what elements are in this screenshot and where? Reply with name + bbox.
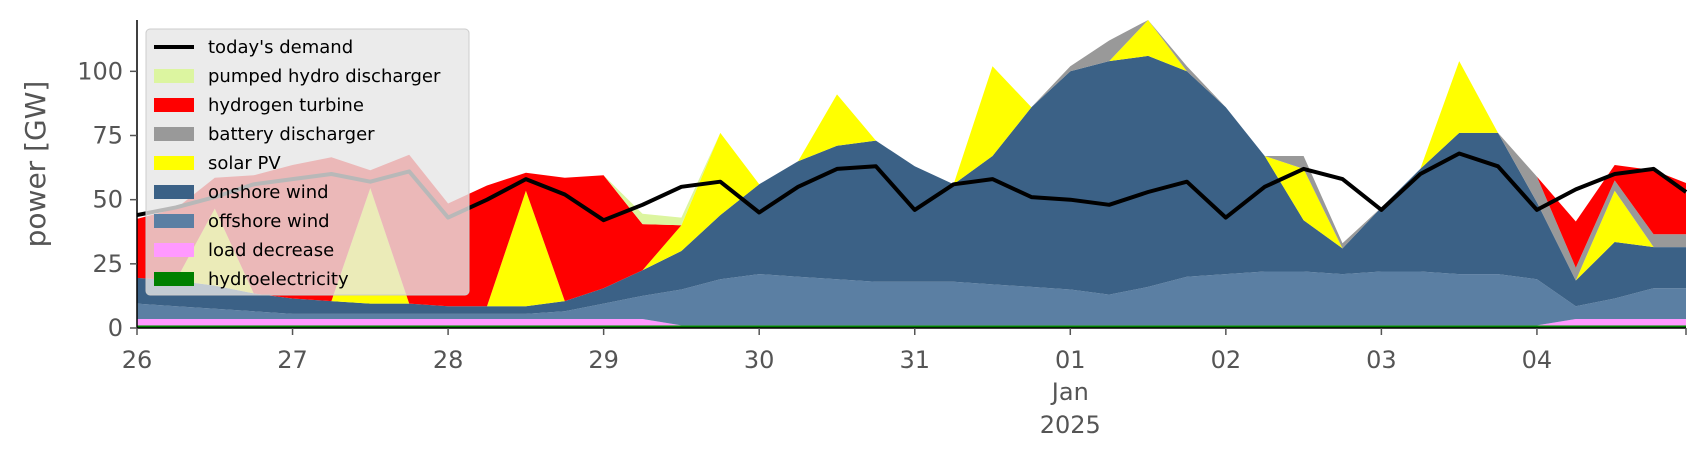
legend-label-onshore-wind: onshore wind: [208, 182, 329, 203]
x-tick-sublabel-month: Jan: [1050, 378, 1089, 406]
x-tick-label: 27: [277, 346, 308, 374]
x-tick-label: 26: [122, 346, 153, 374]
y-tick-label: 0: [108, 314, 123, 342]
area-solar-pv: [137, 20, 1686, 307]
legend-label-load-decrease: load decrease: [208, 240, 334, 261]
x-tick-label: 01: [1055, 346, 1086, 374]
x-tick-label: 30: [744, 346, 775, 374]
x-tick-label: 31: [899, 346, 930, 374]
legend-label-solar-pv: solar PV: [208, 153, 281, 174]
legend-swatch-solar-pv: [154, 156, 194, 170]
legend-label-hydroelectricity: hydroelectricity: [208, 269, 349, 290]
y-axis-label: power [GW]: [19, 81, 52, 248]
y-tick-label: 25: [92, 250, 123, 278]
legend-swatch-load-decrease: [154, 243, 194, 257]
legend-swatch-battery-discharger: [154, 127, 194, 141]
legend-box: [145, 28, 470, 296]
legend-label-battery-discharger: battery discharger: [208, 124, 375, 145]
x-tick-label: 04: [1522, 346, 1553, 374]
legend-label-pumped-hydro-discharger: pumped hydro discharger: [208, 66, 441, 87]
legend-label-hydrogen-turbine: hydrogen turbine: [208, 95, 364, 116]
area-load-decrease: [137, 319, 1686, 326]
x-tick-sublabel-year: 2025: [1040, 411, 1101, 439]
legend-swatch-offshore-wind: [154, 214, 194, 228]
legend-swatch-hydrogen-turbine: [154, 98, 194, 112]
legend-label-todays-demand: today's demand: [208, 37, 353, 58]
area-offshore-wind: [137, 271, 1686, 326]
y-tick-label: 100: [77, 57, 123, 85]
legend-swatch-onshore-wind: [154, 185, 194, 199]
x-tick-label: 03: [1366, 346, 1397, 374]
y-tick-label: 50: [92, 186, 123, 214]
legend-swatch-pumped-hydro-discharger: [154, 69, 194, 83]
x-tick-label: 02: [1211, 346, 1242, 374]
legend-label-offshore-wind: offshore wind: [208, 211, 330, 232]
y-tick-label: 75: [92, 122, 123, 150]
x-tick-label: 29: [588, 346, 619, 374]
legend: today's demand pumped hydro discharger hyd…: [145, 28, 470, 296]
area-onshore-wind: [137, 55, 1686, 314]
x-tick-label: 28: [433, 346, 464, 374]
legend-swatch-hydroelectricity: [154, 272, 194, 286]
axes: 0 25 50 75 100 26 27 28 29 30 31 01 02 03 04 Jan 2025: [77, 20, 1687, 439]
